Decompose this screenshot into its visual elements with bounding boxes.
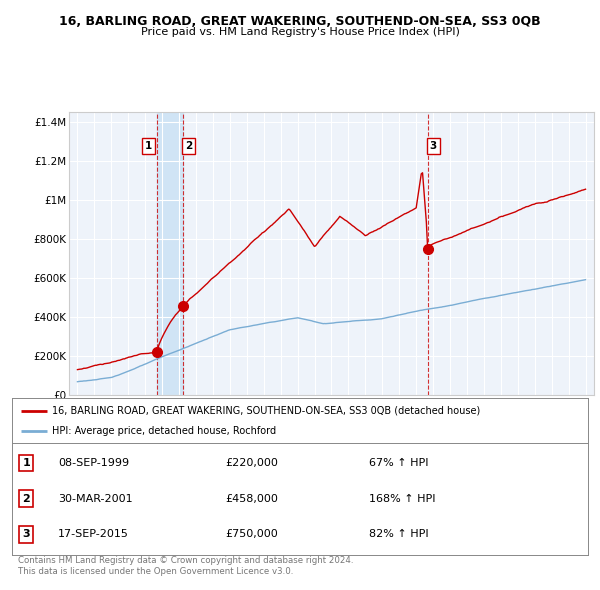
Text: 3: 3 xyxy=(23,529,30,539)
Text: £458,000: £458,000 xyxy=(225,494,278,503)
Text: 168% ↑ HPI: 168% ↑ HPI xyxy=(369,494,436,503)
Text: Price paid vs. HM Land Registry's House Price Index (HPI): Price paid vs. HM Land Registry's House … xyxy=(140,27,460,37)
Text: £220,000: £220,000 xyxy=(225,458,278,468)
Text: 08-SEP-1999: 08-SEP-1999 xyxy=(58,458,129,468)
Text: 17-SEP-2015: 17-SEP-2015 xyxy=(58,529,129,539)
Bar xyxy=(157,112,184,395)
Text: £750,000: £750,000 xyxy=(225,529,278,539)
Text: HPI: Average price, detached house, Rochford: HPI: Average price, detached house, Roch… xyxy=(52,427,277,437)
Text: 67% ↑ HPI: 67% ↑ HPI xyxy=(369,458,428,468)
Text: 2: 2 xyxy=(185,141,192,151)
Text: 16, BARLING ROAD, GREAT WAKERING, SOUTHEND-ON-SEA, SS3 0QB (detached house): 16, BARLING ROAD, GREAT WAKERING, SOUTHE… xyxy=(52,406,481,415)
Text: 16, BARLING ROAD, GREAT WAKERING, SOUTHEND-ON-SEA, SS3 0QB: 16, BARLING ROAD, GREAT WAKERING, SOUTHE… xyxy=(59,15,541,28)
Text: 3: 3 xyxy=(430,141,437,151)
Text: 1: 1 xyxy=(23,458,30,468)
Text: 2: 2 xyxy=(23,494,30,503)
Text: 30-MAR-2001: 30-MAR-2001 xyxy=(58,494,133,503)
Text: Contains HM Land Registry data © Crown copyright and database right 2024.
This d: Contains HM Land Registry data © Crown c… xyxy=(18,556,353,576)
Text: 1: 1 xyxy=(145,141,152,151)
Text: 82% ↑ HPI: 82% ↑ HPI xyxy=(369,529,429,539)
